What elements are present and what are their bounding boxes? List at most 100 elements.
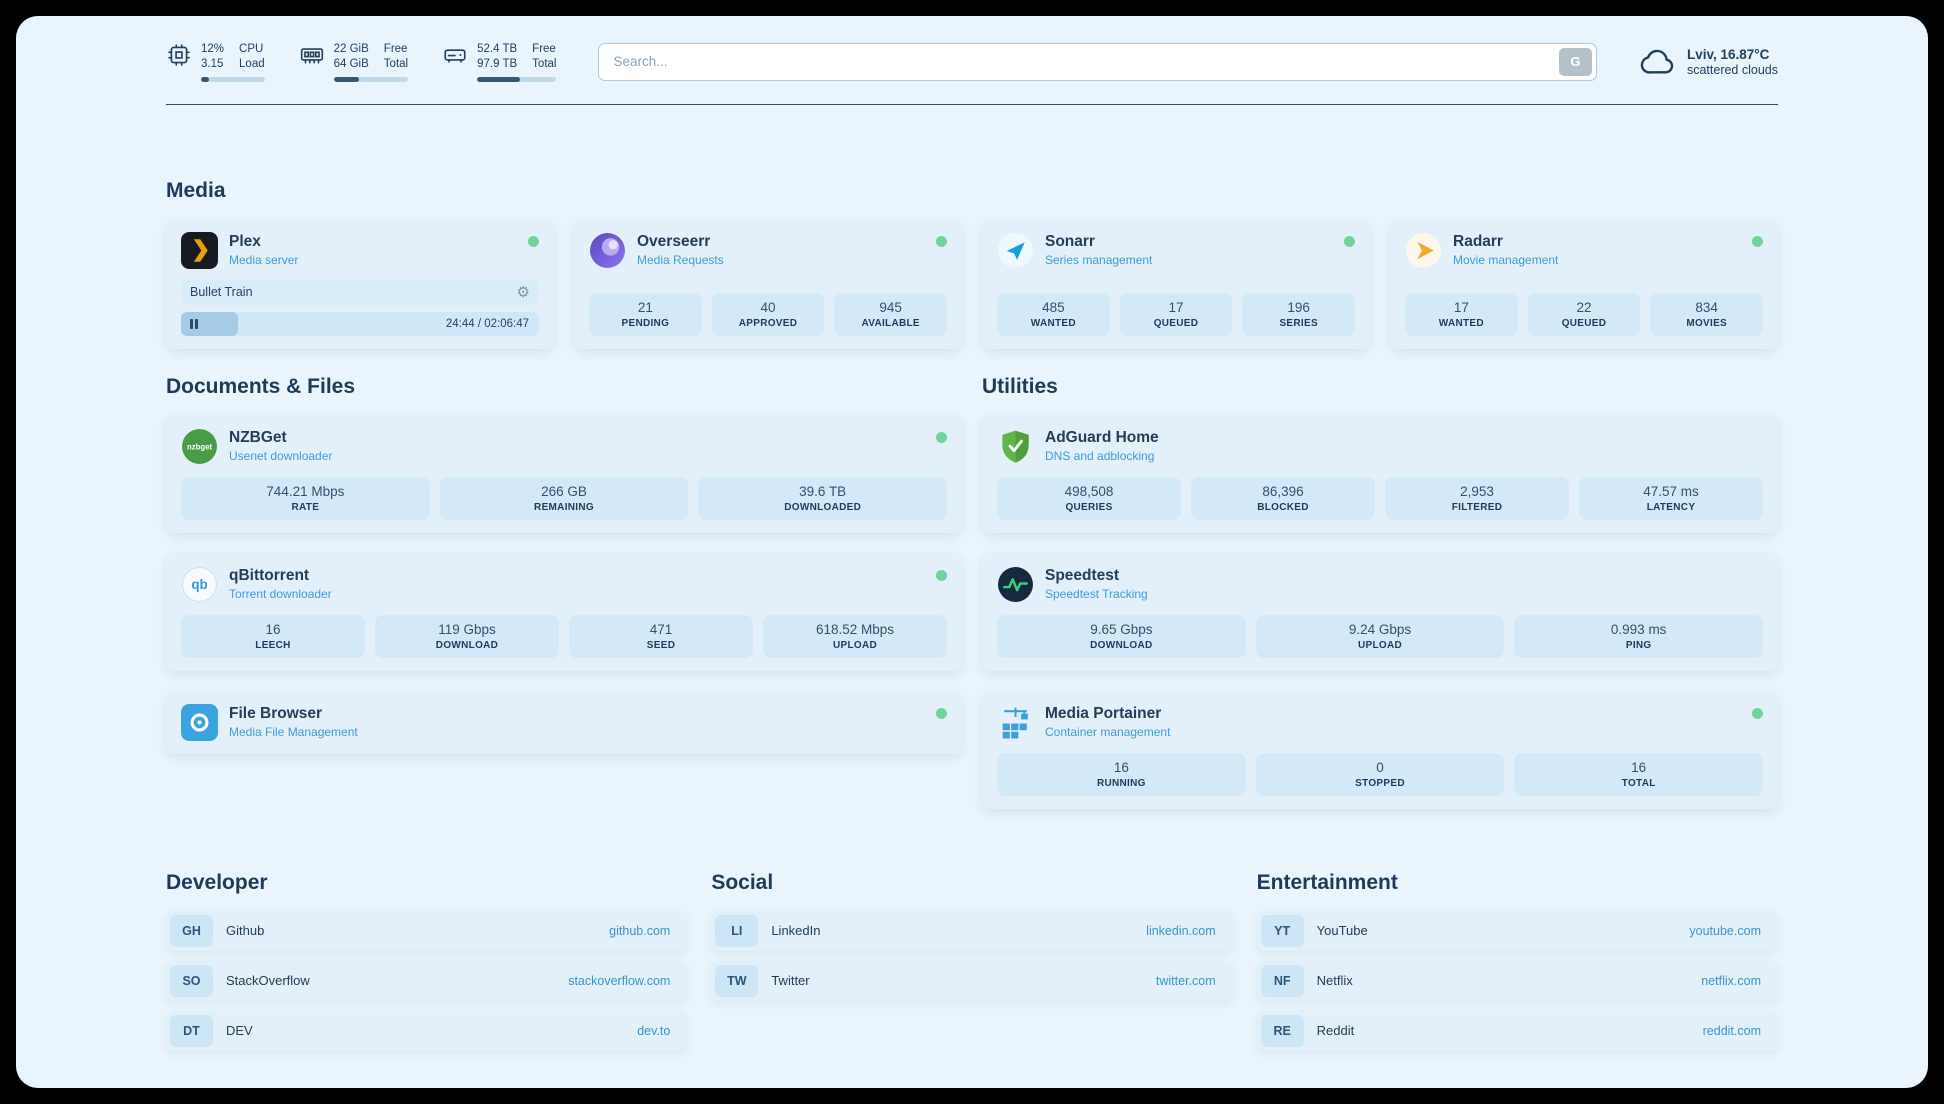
bookmark-netflix[interactable]: NF Netflix netflix.com (1256, 960, 1778, 1001)
stat-chip-wanted: 485 WANTED (997, 292, 1110, 336)
cpu-load-percent: 12% (201, 43, 225, 55)
plex-icon (181, 231, 218, 269)
stat-chip-queued: 17 QUEUED (1119, 292, 1233, 336)
stat-chip-filtered: 2,953 FILTERED (1385, 476, 1569, 520)
stat-chip-seed: 471 SEED (569, 614, 753, 658)
section-title-developer: Developer (166, 870, 268, 894)
search-bar: G (598, 42, 1597, 81)
cpu-load-value: 3.15 (201, 57, 224, 70)
seek-fill (181, 311, 239, 336)
service-card-radarr[interactable]: Radarr Movie management 17 WANTED 22 QUEUE… (1390, 218, 1778, 349)
documents-column: Documents & Files nzbget NZBGet Usenet d… (166, 375, 962, 809)
stat-value: 40 (760, 299, 776, 315)
section-title-media: Media (166, 178, 226, 202)
stat-label: SERIES (1279, 317, 1318, 329)
utilities-column: Utilities AdGuard Home DNS and adblockin… (982, 375, 1778, 809)
bookmark-dev[interactable]: DT DEV dev.to (166, 1010, 688, 1051)
ram-free: 22 GiB (333, 43, 369, 55)
bookmark-stackoverflow[interactable]: SO StackOverflow stackoverflow.com (166, 960, 688, 1001)
bookmark-twitter[interactable]: TW Twitter twitter.com (711, 960, 1233, 1001)
google-search-button[interactable]: G (1558, 47, 1592, 76)
stat-chip-download: 9.65 Gbps DOWNLOAD (997, 614, 1246, 658)
bookmark-url[interactable]: github.com (609, 923, 671, 938)
bookmark-url[interactable]: linkedin.com (1146, 923, 1216, 938)
stat-label: DOWNLOADED (784, 501, 862, 513)
stat-chip-stopped: 0 STOPPED (1255, 752, 1505, 796)
stat-value: 16 (1113, 759, 1129, 775)
bookmark-url[interactable]: stackoverflow.com (568, 973, 671, 988)
app-subtitle: Container management (1045, 724, 1171, 739)
stat-label: AVAILABLE (861, 317, 920, 329)
stat-value: 22 (1576, 299, 1592, 315)
stat-value: 9.65 Gbps (1090, 621, 1153, 637)
dashboard: 12% 3.15 CPU Load 22 GiB 64 GiB Free Total (16, 16, 1928, 1088)
now-playing-row: Bullet Train ⚙ (181, 279, 539, 305)
cpu-progress-track (201, 76, 265, 82)
service-card-sonarr[interactable]: Sonarr Series management 485 WANTED 17 QUE… (982, 218, 1370, 349)
bookmarks-entertainment: Entertainment YT YouTube youtube.com NF … (1256, 871, 1778, 1051)
service-card-filebrowser[interactable]: File Browser Media File Management (166, 690, 962, 754)
bookmarks-developer: Developer GH Github github.com SO StackO… (166, 870, 688, 1051)
bookmark-url[interactable]: twitter.com (1155, 973, 1216, 988)
stat-chip-rate: 744.21 Mbps RATE (181, 476, 430, 520)
stat-value: 0 (1376, 759, 1384, 775)
bookmark-name: LinkedIn (771, 923, 821, 939)
filebrowser-icon (181, 703, 218, 741)
bookmark-url[interactable]: youtube.com (1689, 923, 1761, 938)
app-subtitle: Speedtest Tracking (1045, 586, 1148, 601)
status-dot (1752, 707, 1763, 719)
reddit-icon: RE (1260, 1014, 1304, 1047)
stat-label: RUNNING (1096, 777, 1146, 789)
stat-label: RATE (291, 501, 320, 513)
status-dot (1752, 235, 1763, 247)
stat-label: PENDING (621, 317, 670, 329)
disk-monitor: 52.4 TB 97.9 TB Free Total (442, 42, 557, 82)
app-subtitle: Media Requests (637, 252, 724, 267)
bookmark-linkedin[interactable]: LI LinkedIn linkedin.com (711, 910, 1233, 951)
bookmark-youtube[interactable]: YT YouTube youtube.com (1256, 910, 1778, 951)
service-card-qbittorrent[interactable]: qb qBittorrent Torrent downloader 16 LEEC… (166, 552, 962, 671)
cpu-monitor: 12% 3.15 CPU Load (166, 42, 265, 82)
app-subtitle: Usenet downloader (229, 448, 333, 463)
pause-icon[interactable] (190, 318, 198, 329)
search-input[interactable] (598, 42, 1597, 81)
app-name: NZBGet (229, 428, 287, 446)
service-card-adguard[interactable]: AdGuard Home DNS and adblocking 498,508 Q… (982, 414, 1778, 533)
stat-label: DOWNLOAD (1090, 639, 1153, 651)
gear-icon[interactable]: ⚙ (516, 283, 530, 301)
service-card-overseerr[interactable]: Overseerr Media Requests 21 PENDING 40 APP… (574, 218, 962, 349)
app-name: Overseerr (637, 232, 711, 250)
bookmark-url[interactable]: reddit.com (1702, 1023, 1761, 1038)
service-card-portainer[interactable]: Media Portainer Container management 16 R… (982, 690, 1778, 809)
stat-label: STOPPED (1355, 777, 1405, 789)
cpu-label2: Load (239, 57, 265, 70)
adguard-icon (997, 428, 1034, 465)
bookmark-url[interactable]: dev.to (637, 1023, 671, 1038)
service-card-nzbget[interactable]: nzbget NZBGet Usenet downloader 744.21 M… (166, 414, 962, 533)
bookmark-reddit[interactable]: RE Reddit reddit.com (1256, 1010, 1778, 1051)
ram-monitor: 22 GiB 64 GiB Free Total (299, 42, 409, 82)
bookmark-github[interactable]: GH Github github.com (166, 910, 688, 951)
weather-widget: Lviv, 16.87°C scattered clouds (1639, 43, 1778, 81)
disk-progress-fill (477, 76, 520, 82)
bookmark-url[interactable]: netflix.com (1701, 973, 1761, 988)
stat-value: 2,953 (1460, 483, 1494, 499)
app-subtitle: Torrent downloader (229, 586, 332, 601)
disk-icon (442, 42, 468, 68)
stat-chip-upload: 618.52 Mbps UPLOAD (763, 614, 947, 658)
netflix-icon: NF (1260, 964, 1304, 997)
stat-value: 945 (879, 299, 902, 315)
linkedin-icon: LI (715, 914, 759, 947)
svg-text:nzbget: nzbget (187, 442, 213, 451)
app-name: File Browser (229, 704, 323, 722)
stat-label: QUEUED (1153, 317, 1199, 329)
stat-chip-leech: 16 LEECH (181, 614, 365, 658)
service-card-plex[interactable]: Plex Media server Bullet Train ⚙ 24:44 /… (166, 218, 554, 349)
twitter-icon: TW (715, 964, 759, 997)
service-card-speedtest[interactable]: Speedtest Speedtest Tracking 9.65 Gbps DO… (982, 552, 1778, 671)
media-grid: Plex Media server Bullet Train ⚙ 24:44 /… (166, 218, 1778, 349)
seek-bar[interactable]: 24:44 / 02:06:47 (181, 311, 539, 336)
ram-progress-fill (333, 76, 359, 82)
disk-progress-track (477, 76, 557, 82)
cpu-icon (166, 42, 192, 68)
